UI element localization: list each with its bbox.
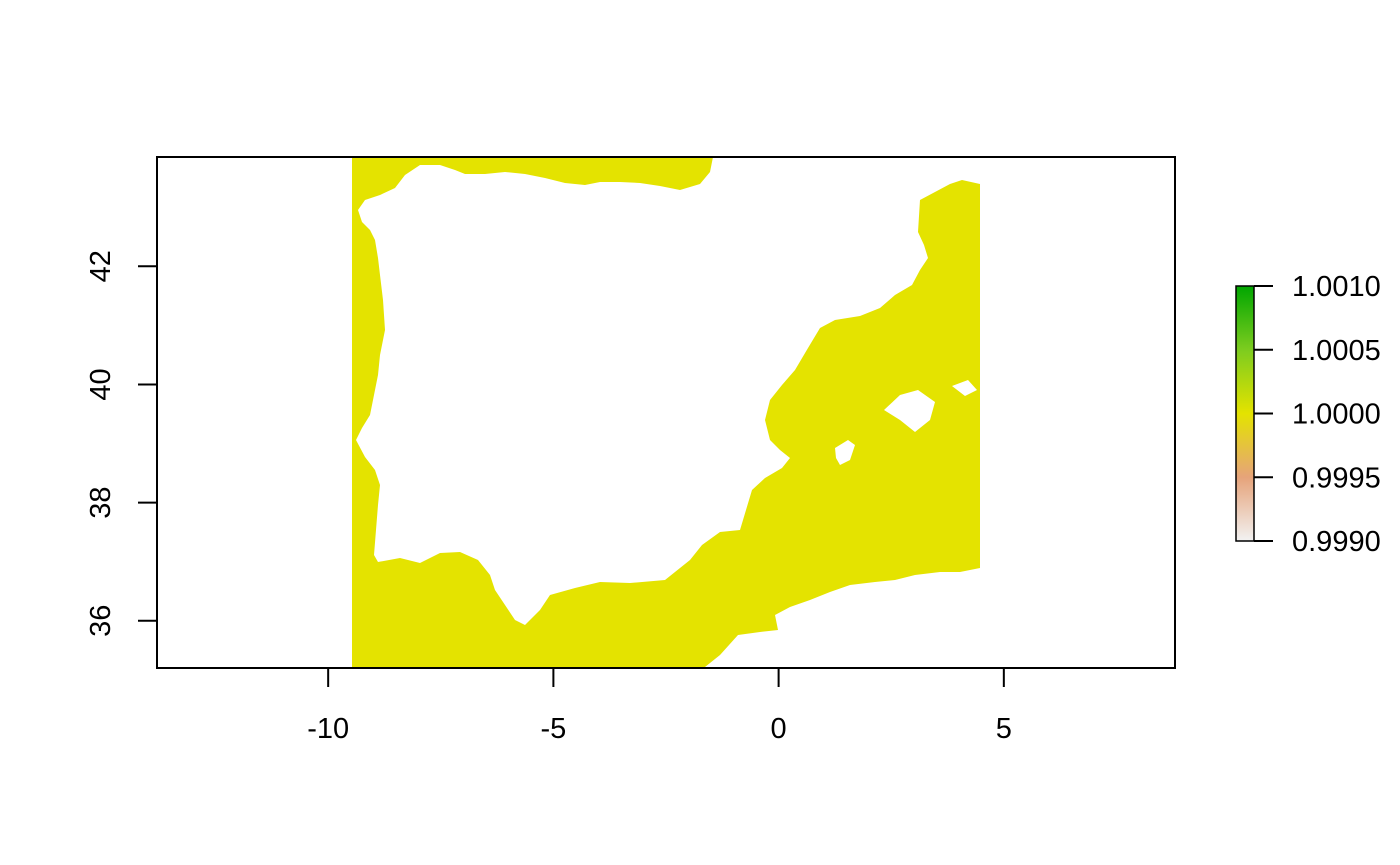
y-tick-label: 38	[85, 486, 117, 518]
y-tick-label: 42	[85, 250, 117, 282]
raster-layer	[352, 157, 980, 668]
sea-raster-fill	[352, 157, 980, 668]
colorbar-tick-label: 1.0005	[1292, 335, 1381, 367]
x-tick-label: 0	[771, 713, 787, 745]
y-tick-label: 36	[85, 605, 117, 637]
colorbar-tick-label: 1.0000	[1292, 399, 1381, 431]
x-axis: -10 -5 0 5	[307, 667, 1012, 745]
colorbar-tick-label: 0.9995	[1292, 462, 1381, 494]
colorbar-tick-label: 1.0010	[1292, 271, 1381, 303]
colorbar-gradient	[1235, 285, 1255, 542]
x-tick-label: -5	[540, 713, 566, 745]
x-tick-label: 5	[996, 713, 1012, 745]
colorbar-tick-label: 0.9990	[1292, 526, 1381, 558]
x-tick-label: -10	[307, 713, 349, 745]
y-axis: 36 38 40 42	[85, 250, 158, 637]
y-tick-label: 40	[85, 368, 117, 400]
colorbar-legend: 1.0010 1.0005 1.0000 0.9995 0.9990	[1235, 271, 1381, 558]
